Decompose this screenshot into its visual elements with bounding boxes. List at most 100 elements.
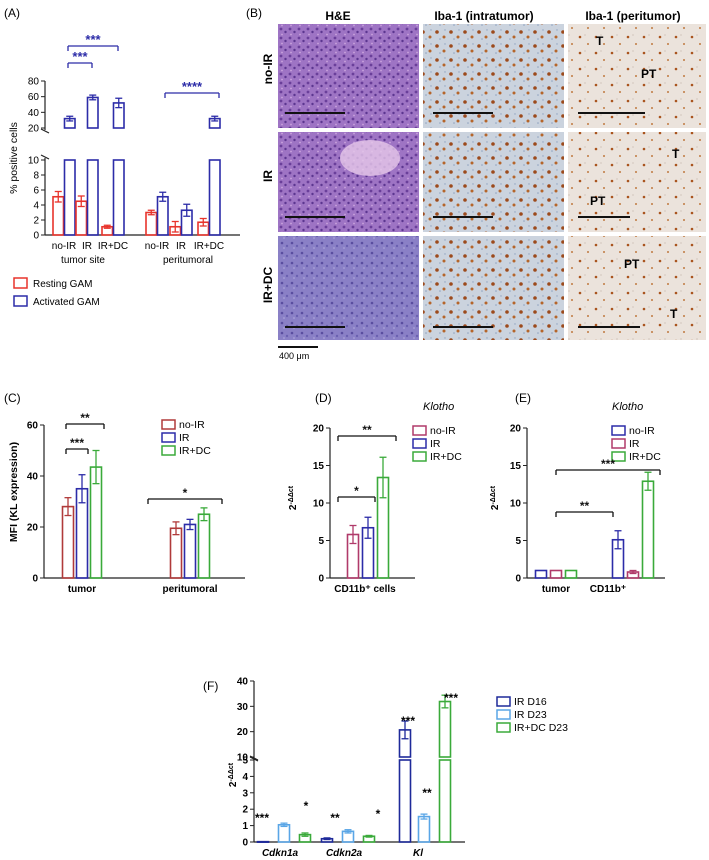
bar-activated-gam	[86, 159, 99, 236]
panel-label-f: (F)	[203, 679, 218, 693]
y-tick-label: 10	[313, 499, 325, 510]
y-tick-label: 40	[237, 677, 249, 688]
y-tick-label: 10	[237, 753, 249, 764]
legend-swatch	[412, 425, 427, 436]
legend-swatch	[412, 438, 427, 449]
legend-label: IR	[179, 432, 190, 444]
legend-label: no-IR	[629, 425, 655, 437]
legend-swatch	[611, 425, 626, 436]
col-header-intratumor: Iba-1 (intratumor)	[434, 9, 533, 23]
legend-swatch	[496, 722, 511, 733]
significance-label: **	[422, 786, 432, 800]
y-tick-label: 6	[33, 186, 39, 197]
bar-ir-d16	[256, 840, 270, 843]
y-tick-label: 3	[242, 788, 248, 799]
bar-ir-dc	[641, 480, 655, 579]
region-label-t: T	[596, 34, 604, 48]
legend-label-resting: Resting GAM	[33, 279, 92, 290]
y-tick-label: 5	[318, 536, 324, 547]
significance-bracket-label: **	[362, 423, 372, 437]
y-axis-label: 2-ΔΔct	[288, 485, 300, 510]
y-tick-label: 60	[28, 92, 40, 103]
legend-label: IR	[629, 438, 640, 450]
micrograph-he-no-ir	[278, 24, 419, 128]
significance-bracket-label: ***	[72, 49, 88, 64]
group-label-peritumoral: peritumoral	[163, 255, 213, 266]
significance-label: ***	[401, 714, 415, 728]
legend-swatch	[161, 419, 176, 430]
region-label-pt: PT	[641, 67, 657, 81]
y-axis-label: % positive cells	[8, 122, 20, 194]
row-label-ir: IR	[261, 170, 275, 182]
y-tick-label: 0	[32, 574, 38, 585]
col-header-he: H&E	[325, 9, 350, 23]
y-tick-label: 0	[318, 574, 324, 585]
region-label-t: T	[670, 307, 678, 321]
y-tick-label: 10	[28, 156, 40, 167]
legend-label: IR+DC	[179, 445, 211, 457]
y-tick-label: 0	[515, 574, 521, 585]
panel-label-b: (B)	[246, 6, 262, 20]
x-tick-label: no-IR	[145, 241, 169, 252]
chart-c: MFI (KL expression) 0 20 40 60 tumor peritumo…	[8, 411, 245, 595]
bar-ir-d16	[398, 759, 412, 843]
y-tick-label: 15	[313, 461, 325, 472]
legend-swatch	[161, 445, 176, 456]
legend-title: Klotho	[423, 401, 454, 413]
legend-label-activated: Activated GAM	[33, 297, 100, 308]
y-tick-label: 20	[27, 523, 39, 534]
y-tick-label: 15	[510, 461, 522, 472]
axis-break-mark	[40, 154, 50, 160]
y-tick-label: 60	[27, 421, 39, 432]
y-tick-label: 20	[510, 424, 522, 435]
significance-bracket-label: ****	[182, 79, 203, 94]
panel-label-e: (E)	[515, 391, 531, 405]
significance-label: ***	[444, 691, 458, 705]
legend-swatch-activated	[13, 295, 28, 307]
micrograph-peri-no-ir	[568, 24, 706, 128]
significance-bracket-label: *	[354, 484, 359, 498]
y-tick-label: 30	[237, 702, 249, 713]
bar-no-ir	[169, 527, 183, 579]
legend-title: Klotho	[612, 401, 643, 413]
significance-label: *	[304, 799, 309, 813]
panel-label-c: (C)	[4, 391, 21, 405]
legend-label: no-IR	[430, 425, 456, 437]
y-tick-label: 4	[242, 772, 248, 783]
bar-ir-dc	[564, 569, 578, 579]
y-tick-label: 0	[242, 838, 248, 849]
bar-ir-dc-d23	[438, 759, 452, 843]
panel-label-d: (D)	[315, 391, 332, 405]
y-tick-label: 80	[28, 77, 40, 88]
x-tick-label: IR	[82, 241, 92, 252]
micrograph-intra-ir	[423, 132, 564, 232]
legend-swatch-resting	[13, 277, 28, 289]
y-tick-label: 20	[313, 424, 325, 435]
legend-swatch	[611, 451, 626, 462]
significance-bracket-label: ***	[85, 32, 101, 47]
y-tick-label: 2	[242, 805, 248, 816]
significance-bracket-label: *	[183, 486, 188, 500]
region-label-pt: PT	[590, 194, 606, 208]
chart-a: % positive cells tumor site peritumoral …	[8, 32, 240, 308]
micrograph-he-ir-dc	[278, 236, 419, 340]
y-axis-label: MFI (KL expression)	[8, 442, 20, 542]
y-tick-label: 20	[28, 124, 40, 135]
region-label-pt: PT	[624, 257, 640, 271]
significance-bracket-label: ***	[601, 457, 615, 471]
axis-break-mark	[249, 756, 259, 762]
y-tick-label: 1	[242, 821, 248, 832]
bar-activated-gam	[112, 159, 125, 236]
row-label-no-ir: no-IR	[261, 53, 275, 84]
panel-label-a: (A)	[4, 6, 20, 20]
x-tick-label: tumor	[542, 584, 570, 595]
y-axis-label: 2-ΔΔct	[228, 762, 240, 787]
bar-activated-gam	[63, 159, 76, 236]
micrograph-grid: H&E Iba-1 (intratumor) Iba-1 (peritumor)…	[261, 9, 706, 361]
legend-label: no-IR	[179, 419, 205, 431]
x-tick-label: CD11b⁺ cells	[334, 584, 396, 595]
col-header-peritumor: Iba-1 (peritumor)	[585, 9, 680, 23]
bar-activated-gam	[156, 195, 169, 236]
legend-label: IR	[430, 438, 441, 450]
